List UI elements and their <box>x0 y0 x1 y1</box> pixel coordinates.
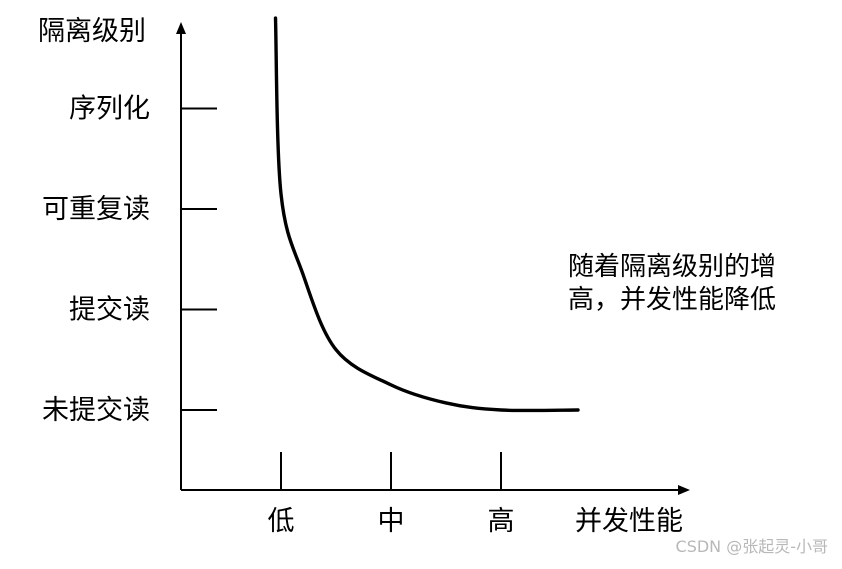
series <box>273 16 580 413</box>
labels: 隔离级别 并发性能 随着隔离级别的增 高，并发性能降低 <box>38 16 776 537</box>
y-tick-label: 未提交读 <box>42 395 150 426</box>
x-axis-label: 并发性能 <box>575 506 683 537</box>
y-axis-label: 隔离级别 <box>38 16 146 47</box>
x-tick-label: 低 <box>268 506 295 537</box>
axes <box>176 22 690 495</box>
x-ticks: 低中高 <box>268 452 515 537</box>
watermark: CSDN @张起灵-小哥 <box>675 537 828 556</box>
y-tick-label: 序列化 <box>69 94 150 125</box>
y-axis-arrow <box>176 22 186 34</box>
x-tick-label: 高 <box>488 506 515 537</box>
x-tick-label: 中 <box>378 506 405 537</box>
x-axis-arrow <box>678 485 690 495</box>
annotation-line-2: 高，并发性能降低 <box>568 285 776 315</box>
y-ticks: 未提交读 提交读 可重复读 序列化 <box>42 94 217 426</box>
annotation-line-1: 随着隔离级别的增 <box>568 252 776 282</box>
y-tick-label: 可重复读 <box>42 194 150 225</box>
y-tick-label: 提交读 <box>69 295 150 326</box>
series-line <box>273 16 580 413</box>
